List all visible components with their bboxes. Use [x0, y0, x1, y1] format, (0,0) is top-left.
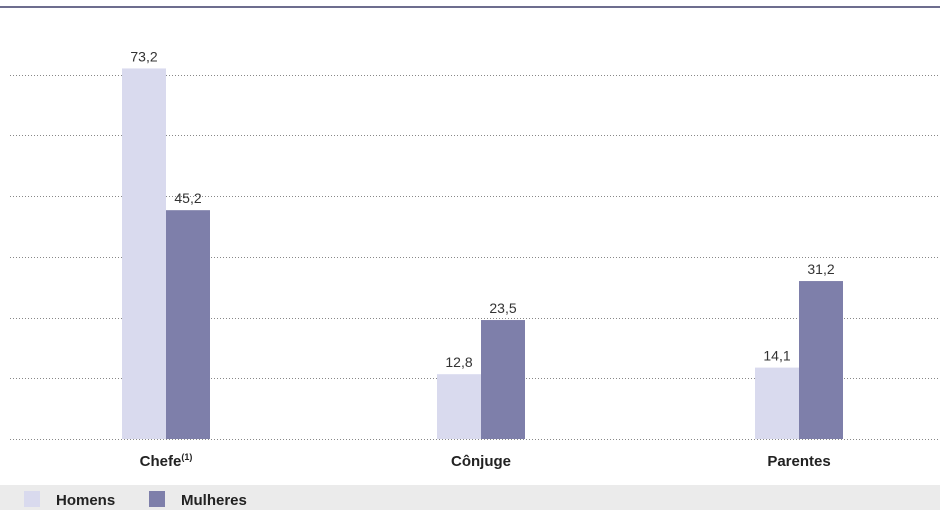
legend-item-mulheres: Mulheres: [149, 490, 247, 509]
bar-mulheres-0: [166, 210, 210, 439]
value-label: 31,2: [807, 261, 834, 277]
legend-swatch-mulheres: [149, 490, 165, 507]
category-superscript: (1): [181, 452, 192, 462]
value-label: 23,5: [489, 300, 516, 316]
value-label: 12,8: [445, 354, 472, 370]
legend-label-mulheres: Mulheres: [181, 492, 247, 509]
legend-item-homens: Homens: [24, 490, 116, 509]
category-labels: Chefe(1) Cônjuge Parentes: [140, 452, 831, 470]
legend-label-homens: Homens: [56, 492, 116, 509]
bars: [122, 68, 843, 440]
category-label: Chefe(1): [140, 452, 193, 470]
value-labels: 73,2 45,2 12,8 23,5 14,1 31,2: [130, 48, 834, 370]
legend-swatch-homens: [24, 490, 40, 507]
bar-homens-0: [122, 68, 166, 440]
category-label: Cônjuge: [451, 453, 511, 470]
bar-homens-1: [437, 374, 481, 439]
bar-mulheres-2: [799, 281, 843, 439]
legend: Homens Mulheres: [0, 485, 940, 510]
bar-homens-2: [755, 367, 799, 439]
value-label: 45,2: [174, 190, 201, 206]
value-label: 14,1: [763, 348, 790, 364]
bar-mulheres-1: [481, 320, 525, 439]
bar-chart: 73,2 45,2 12,8 23,5 14,1 31,2 Chefe(1) Cônjuge…: [0, 6, 940, 470]
value-label: 73,2: [130, 48, 157, 64]
category-label: Parentes: [767, 453, 830, 470]
